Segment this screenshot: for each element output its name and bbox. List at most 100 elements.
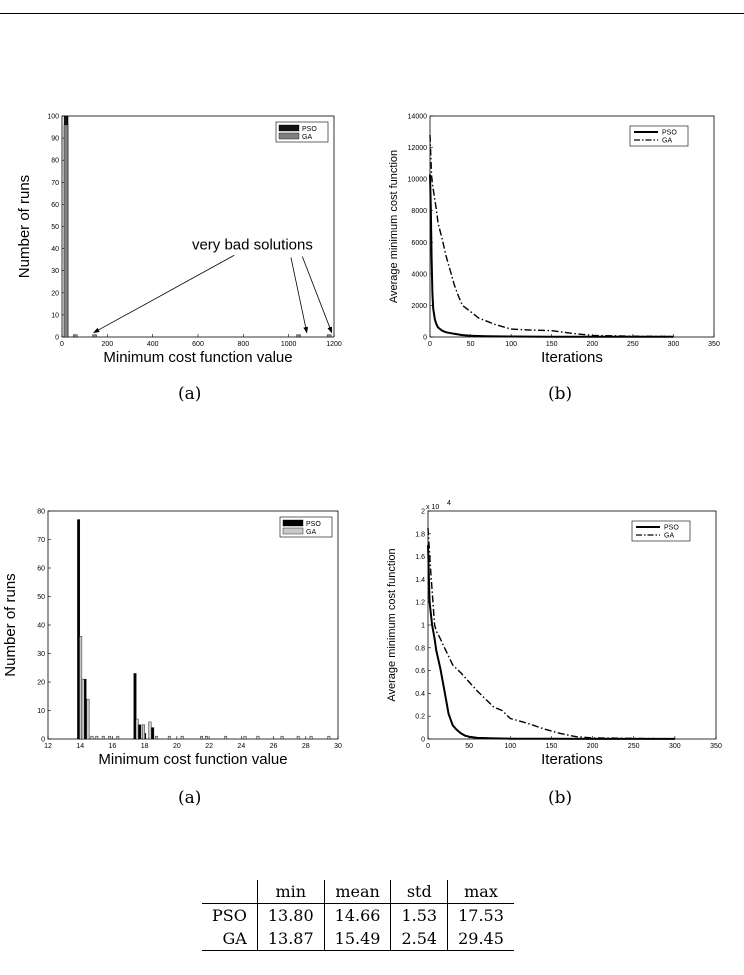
y-tick-label: 40 [37, 623, 45, 630]
x-tick-label: 300 [668, 341, 680, 348]
series-line-pso [427, 545, 675, 740]
annotation-arrow [301, 256, 333, 334]
legend-label-ga: GA [662, 138, 672, 145]
bar-ga [180, 735, 184, 740]
table-cell: 29.45 [447, 927, 514, 951]
bar-ga [101, 735, 105, 740]
y-tick-label: 30 [37, 651, 45, 658]
bar-ga [86, 698, 90, 740]
x-tick-label: 1200 [326, 341, 342, 348]
results-table: min mean std max PSO 13.80 14.66 1.53 17… [202, 880, 514, 951]
figure-2a-histogram: 12 14 16 18 20 22 24 26 28 30 0 10 20 30 40 50 60 70 80 Min… [0, 500, 370, 775]
caption-2b: (b) [548, 788, 573, 808]
series-line-ga [429, 134, 674, 338]
bar-ga [296, 735, 300, 740]
table-cell: 13.87 [257, 927, 325, 951]
x-axis-label: Iterations [541, 751, 603, 768]
y-tick-label: 12000 [408, 145, 428, 152]
x-tick-label: 50 [467, 341, 475, 348]
bar-ga [256, 735, 260, 740]
y-multiplier-label: x 10 [426, 504, 439, 511]
x-tick-label: 400 [147, 341, 159, 348]
legend-swatch-pso [282, 519, 304, 527]
y-tick-label: 10000 [408, 177, 428, 184]
x-tick-label: 200 [587, 743, 599, 750]
bar-ga [116, 735, 120, 740]
legend-label-pso: PSO [302, 126, 317, 133]
legend-box [631, 520, 691, 542]
legend-label-pso: PSO [306, 521, 321, 528]
figure-1a-histogram: 0 200 400 600 800 1000 1200 0 10 20 30 40 50 60 70 80 90… [0, 100, 370, 370]
y-tick-label: 70 [37, 537, 45, 544]
x-tick-label: 350 [708, 341, 720, 348]
legend-label-pso: PSO [662, 130, 677, 137]
plot-area-frame [61, 115, 335, 338]
bar-ga [309, 735, 313, 740]
bar-ga [81, 678, 85, 740]
bar-ga [155, 735, 158, 740]
bar-ga [200, 735, 203, 740]
chart-1a-svg: 0 200 400 600 800 1000 1200 0 10 20 30 40 50 60 70 80 90… [16, 114, 342, 367]
y-multiplier-exponent: 4 [447, 500, 451, 507]
y-axis-label: Average minimum cost function [388, 150, 400, 303]
y-tick-label: 10 [37, 708, 45, 715]
table-header-cell: std [390, 880, 449, 904]
legend-swatch-ga [278, 132, 300, 140]
caption-1b: (b) [548, 384, 573, 404]
bar-ga [296, 334, 301, 338]
y-tick-label: 0.8 [415, 645, 425, 652]
bar-ga [224, 735, 228, 740]
bar-ga [95, 735, 99, 740]
x-tick-label: 24 [237, 743, 245, 750]
y-tick-label: 100 [47, 114, 59, 121]
bar-ga [135, 718, 139, 740]
y-tick-label: 2 [421, 509, 425, 516]
x-tick-label: 16 [109, 743, 117, 750]
legend-swatch-pso [278, 124, 300, 132]
y-tick-label: 1 [421, 623, 425, 630]
x-tick-label: 0 [428, 341, 432, 348]
x-tick-label: 100 [504, 743, 516, 750]
y-tick-label: 20 [37, 680, 45, 687]
table-header-cell: min [257, 880, 325, 904]
x-tick-label: 250 [628, 743, 640, 750]
y-tick-label: 0 [421, 737, 425, 744]
table-cell: 14.66 [324, 903, 392, 927]
y-tick-label: 50 [37, 594, 45, 601]
x-tick-label: 300 [669, 743, 681, 750]
x-tick-label: 150 [546, 743, 558, 750]
x-tick-label: 800 [237, 341, 249, 348]
legend-box [629, 125, 689, 147]
y-tick-label: 40 [51, 246, 59, 253]
table-cell: 2.54 [390, 927, 449, 951]
y-tick-label: 80 [37, 509, 45, 516]
bar-ga [92, 334, 97, 338]
y-tick-label: 60 [37, 566, 45, 573]
x-tick-label: 26 [270, 743, 278, 750]
annotation-text: very bad solutions [192, 237, 313, 254]
caption-2a: (a) [178, 788, 202, 808]
chart-1b-svg: 0 50 100 150 200 250 300 350 0 2000 4000 6000 8000 10… [388, 114, 720, 367]
legend-label-ga: GA [302, 134, 312, 141]
x-tick-label: 0 [60, 341, 64, 348]
series-line-pso [429, 174, 674, 338]
y-tick-label: 1.8 [415, 531, 425, 538]
y-tick-label: 90 [51, 136, 59, 143]
bar-pso [151, 727, 155, 740]
plot-area-frame [47, 510, 339, 740]
y-tick-label: 0 [41, 737, 45, 744]
y-axis-label: Number of runs [2, 573, 19, 676]
bar-ga [167, 735, 171, 740]
bar-ga [108, 735, 112, 740]
x-tick-label: 20 [173, 743, 181, 750]
y-axis-label: Number of runs [16, 175, 33, 278]
table-cell: 1.53 [390, 903, 449, 927]
bar-ga [280, 735, 284, 740]
chart-2b-svg: 0 50 100 150 200 250 300 350 0 0.2 0.4 0.6 0.8 1 1.2 1.… [386, 500, 722, 768]
x-axis-label: Minimum cost function value [98, 751, 287, 768]
bar-ga [148, 721, 152, 740]
plot-area-frame [427, 510, 717, 740]
y-tick-label: 10 [51, 312, 59, 319]
bar-ga [79, 636, 83, 740]
legend-swatch-ga [282, 527, 304, 535]
